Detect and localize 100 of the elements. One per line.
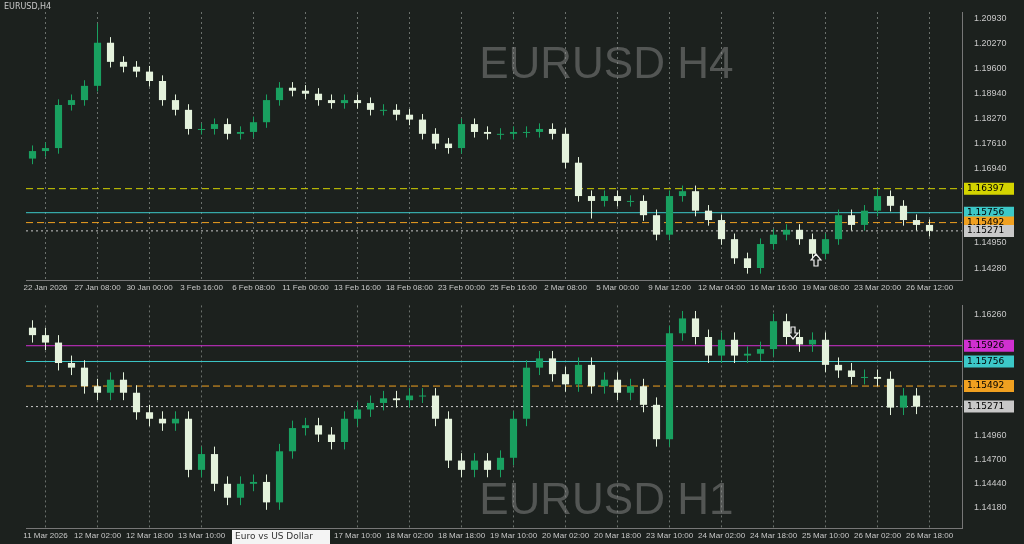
x-tick-label: 18 Feb 08:00 <box>385 283 434 293</box>
candlestick <box>626 378 635 401</box>
x-tick-label: 26 Mar 18:00 <box>905 531 954 541</box>
candlestick <box>457 117 466 155</box>
candlestick <box>912 387 921 415</box>
chart-title: EURUSD,H4 <box>4 2 52 12</box>
candlestick <box>860 204 869 232</box>
candlestick <box>782 313 791 345</box>
candlestick <box>730 233 739 265</box>
y-tick-label: 1.20930 <box>974 13 1007 24</box>
ref-line-label: 1.15926 <box>967 340 1005 351</box>
candlestick <box>288 420 297 460</box>
candlestick <box>847 362 856 385</box>
candlestick <box>28 319 37 344</box>
ref-line-label: 1.15271 <box>967 400 1005 411</box>
candlestick <box>886 189 895 212</box>
candlestick <box>756 341 765 362</box>
x-tick-label: 9 Mar 12:00 <box>648 283 692 293</box>
candlestick <box>145 65 154 88</box>
candlestick <box>184 103 193 136</box>
candlestick <box>314 417 323 443</box>
candlestick <box>80 359 89 395</box>
candlestick <box>561 366 570 393</box>
candlestick <box>145 404 154 427</box>
x-tick-label: 18 Mar 18:00 <box>437 531 486 541</box>
candlestick <box>691 185 700 217</box>
candlestick <box>262 93 271 129</box>
candlestick <box>379 390 388 411</box>
candlestick <box>340 410 349 450</box>
candlestick <box>821 233 830 260</box>
candlestick <box>379 103 388 116</box>
y-tick-label: 1.14440 <box>974 478 1007 489</box>
candlestick <box>574 356 583 393</box>
candlestick <box>795 223 804 246</box>
candlestick <box>626 194 635 208</box>
x-tick-label: 20 Mar 18:00 <box>593 531 642 541</box>
candlestick <box>535 350 544 376</box>
candlestick <box>847 209 856 232</box>
candlestick <box>223 475 232 506</box>
candlestick <box>730 331 739 364</box>
x-tick-label: 24 Mar 02:00 <box>697 531 746 541</box>
y-tick-label: 1.20270 <box>974 37 1007 48</box>
x-tick-label: 6 Feb 08:00 <box>232 283 276 293</box>
candlestick <box>106 371 115 401</box>
y-tick-label: 1.14280 <box>974 262 1007 273</box>
ref-line-label: 1.15756 <box>967 207 1005 218</box>
candlestick <box>548 350 557 383</box>
candlestick <box>704 204 713 227</box>
x-tick-label: 13 Feb 16:00 <box>333 283 382 293</box>
x-tick-label: 24 Mar 18:00 <box>749 531 798 541</box>
y-tick-label: 1.17610 <box>974 137 1007 148</box>
candlestick <box>249 116 258 139</box>
x-tick-label: 13 Mar 10:00 <box>177 531 226 541</box>
candlestick <box>41 327 50 351</box>
x-tick-label: 11 Mar 2026 <box>23 531 69 541</box>
x-tick-label: 5 Mar 00:00 <box>596 283 640 293</box>
candlestick <box>28 144 37 165</box>
candlestick <box>54 334 63 371</box>
x-tick-label: 17 Mar 10:00 <box>333 531 382 541</box>
x-tick-label: 22 Jan 2026 <box>23 283 69 293</box>
candlestick <box>678 310 687 342</box>
x-tick-label: 11 Feb 00:00 <box>282 283 330 293</box>
ref-line-label: 1.15271 <box>967 225 1005 236</box>
candlestick <box>899 387 908 416</box>
candlestick <box>457 452 466 478</box>
candlestick <box>67 355 76 376</box>
candlestick <box>132 384 141 421</box>
ref-line-label: 1.15492 <box>967 380 1005 391</box>
candlestick <box>275 81 284 107</box>
candlestick <box>483 452 492 478</box>
candlestick <box>704 329 713 364</box>
y-tick-label: 1.18940 <box>974 87 1007 98</box>
x-tick-label: 26 Mar 12:00 <box>905 283 954 293</box>
candlestick <box>496 449 505 478</box>
candlestick <box>470 452 479 478</box>
x-tick-label: 20 Mar 02:00 <box>541 531 590 541</box>
ref-line-label: 1.15756 <box>967 355 1005 366</box>
candlestick <box>106 36 115 68</box>
candlestick <box>262 474 271 511</box>
candlestick <box>93 378 102 401</box>
x-tick-label: 25 Mar 10:00 <box>801 531 850 541</box>
candlestick <box>769 228 778 251</box>
candlestick <box>327 426 336 450</box>
y-tick-label: 1.14700 <box>974 454 1007 465</box>
x-tick-label: 19 Mar 08:00 <box>801 283 850 293</box>
x-tick-label: 19 Mar 10:00 <box>489 531 538 541</box>
x-tick-label: 30 Jan 00:00 <box>126 283 174 293</box>
x-tick-label: 12 Mar 02:00 <box>73 531 122 541</box>
ref-line-label: 1.16397 <box>967 183 1005 194</box>
candlestick <box>223 117 232 140</box>
x-tick-label: 16 Mar 16:00 <box>749 283 798 293</box>
x-tick-label: 26 Mar 02:00 <box>853 531 902 541</box>
y-tick-label: 1.14960 <box>974 429 1007 440</box>
candlestick <box>431 127 440 150</box>
x-tick-label: 23 Mar 10:00 <box>645 531 694 541</box>
x-tick-label: 12 Mar 04:00 <box>697 283 746 293</box>
candlestick <box>418 387 427 404</box>
x-tick-label: 27 Jan 08:00 <box>74 283 122 293</box>
x-tick-label: 23 Feb 00:00 <box>437 283 486 293</box>
candlestick <box>808 233 817 260</box>
